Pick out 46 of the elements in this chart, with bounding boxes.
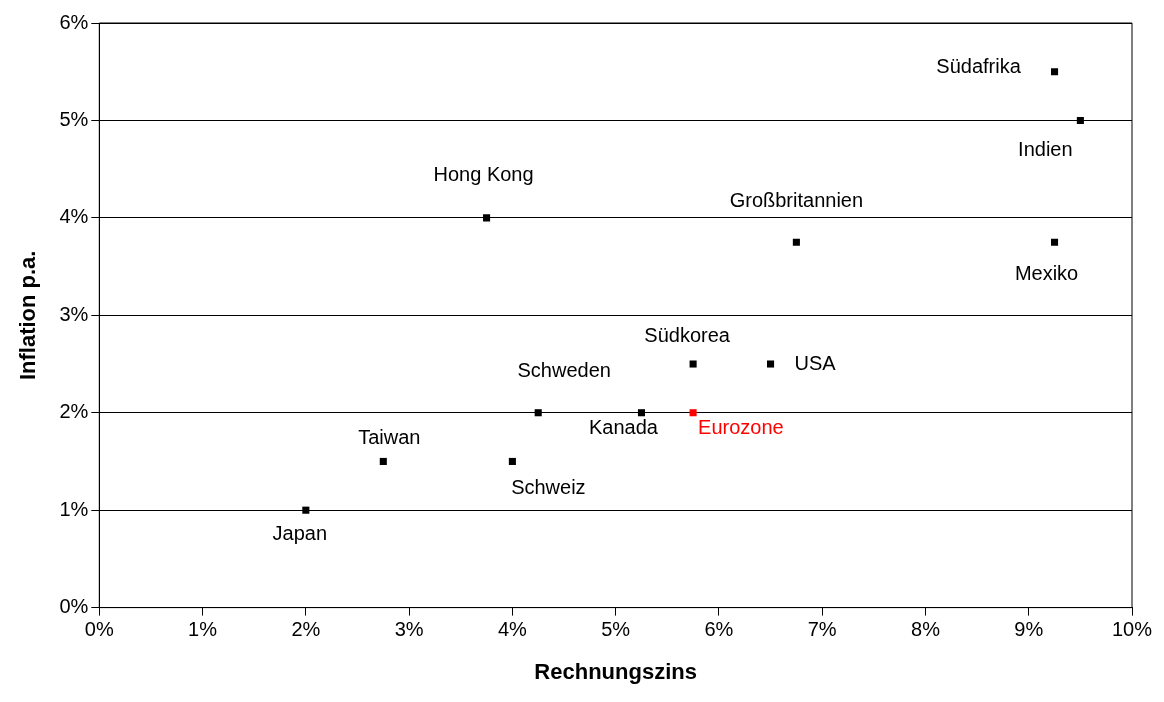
point bbox=[302, 506, 310, 514]
series-label: Japan bbox=[272, 521, 328, 544]
series-label: Mexiko bbox=[1014, 261, 1079, 284]
point bbox=[1051, 238, 1059, 246]
y-tick-label: 5% bbox=[59, 107, 89, 130]
point bbox=[689, 409, 697, 417]
x-tick-label: 10% bbox=[1111, 618, 1153, 641]
series-label: Südafrika bbox=[936, 55, 1022, 78]
series-label: Eurozone bbox=[698, 416, 784, 439]
point bbox=[637, 409, 646, 417]
y-tick-label: 2% bbox=[59, 400, 89, 423]
point bbox=[767, 360, 775, 368]
series-label: Großbritannien bbox=[729, 188, 864, 211]
point bbox=[534, 409, 542, 417]
series-label: Hong Kong bbox=[433, 163, 534, 186]
x-tick-label: 9% bbox=[1014, 618, 1044, 641]
series-label: USA bbox=[794, 351, 837, 374]
x-tick-label: 0% bbox=[84, 618, 114, 641]
x-tick-label: 6% bbox=[704, 618, 734, 641]
y-tick-label: 3% bbox=[59, 302, 89, 325]
x-tick-label: 3% bbox=[394, 618, 424, 641]
series-label: Indien bbox=[1018, 137, 1073, 160]
y-tick-label: 6% bbox=[59, 10, 89, 33]
point bbox=[1076, 116, 1084, 124]
series-label: Kanada bbox=[588, 416, 659, 439]
series-label: Schweiz bbox=[511, 475, 586, 498]
x-tick-label: 2% bbox=[291, 618, 321, 641]
y-tick-label: 1% bbox=[59, 497, 89, 520]
point bbox=[379, 457, 387, 465]
series-label: Südkorea bbox=[644, 323, 731, 346]
series-label: Taiwan bbox=[358, 425, 421, 448]
point bbox=[508, 457, 516, 465]
point bbox=[792, 238, 800, 246]
y-tick-label: 4% bbox=[59, 205, 89, 228]
x-tick-label: 7% bbox=[807, 618, 837, 641]
x-tick-label: 8% bbox=[911, 618, 941, 641]
series-label: Schweden bbox=[517, 359, 611, 382]
point bbox=[1051, 68, 1059, 76]
point bbox=[483, 214, 491, 222]
x-tick-label: 1% bbox=[188, 618, 218, 641]
x-tick-label: 4% bbox=[497, 618, 528, 641]
x-axis-title: Rechnungszins bbox=[534, 658, 697, 684]
x-tick-label: 5% bbox=[601, 618, 631, 641]
y-tick-label: 0% bbox=[59, 595, 89, 618]
point bbox=[689, 360, 697, 368]
y-axis-title: Inflation p.a. bbox=[15, 250, 41, 381]
